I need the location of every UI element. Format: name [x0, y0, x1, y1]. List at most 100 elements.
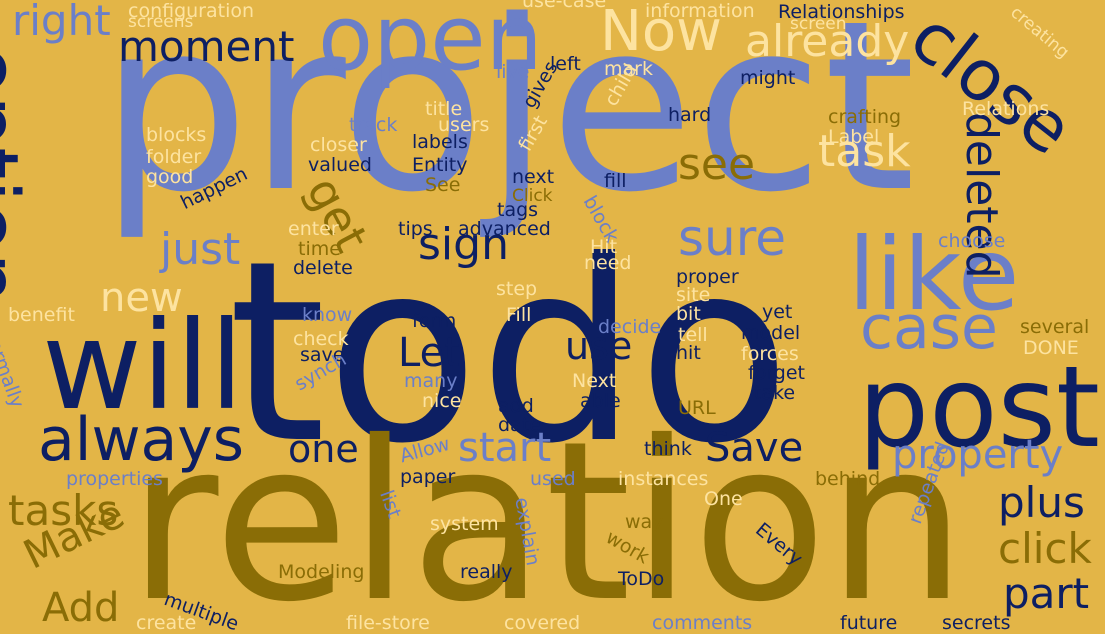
cloud-word: forget	[748, 362, 805, 384]
cloud-word: live	[496, 61, 530, 83]
cloud-word: bit	[676, 303, 701, 325]
cloud-word: file-store	[346, 612, 430, 634]
cloud-word: new	[100, 275, 183, 321]
cloud-word: date	[498, 414, 541, 436]
cloud-word: hard	[668, 104, 712, 126]
cloud-word: just	[160, 224, 241, 275]
cloud-word: good	[146, 166, 194, 188]
cloud-word: One	[704, 488, 743, 510]
cloud-word: relation	[128, 394, 967, 634]
cloud-word: screen	[790, 14, 847, 34]
cloud-word: screens	[128, 12, 194, 32]
cloud-word: covered	[504, 612, 581, 634]
cloud-word: tell	[678, 324, 708, 346]
cloud-word: Label	[828, 126, 880, 148]
cloud-word: normally	[0, 325, 29, 411]
cloud-word: delete	[293, 257, 353, 279]
cloud-word: next	[512, 166, 555, 188]
cloud-word: todo	[228, 207, 791, 498]
cloud-word: model	[741, 322, 801, 344]
cloud-word: Add	[42, 585, 120, 631]
cloud-word: URL	[678, 397, 716, 419]
cloud-word: DONE	[1023, 337, 1079, 359]
cloud-word: See	[425, 174, 461, 196]
cloud-word: Hit	[590, 236, 618, 258]
cloud-word: future	[840, 612, 898, 634]
cloud-word: site	[676, 284, 711, 306]
cloud-word: will	[42, 295, 244, 437]
cloud-word: blocks	[146, 124, 207, 146]
cloud-word: properties	[66, 468, 163, 490]
cloud-word: fill	[604, 170, 627, 192]
cloud-word: moment	[118, 22, 295, 71]
cloud-word: advanced	[458, 218, 551, 240]
cloud-word: option	[0, 45, 35, 305]
cloud-word: ToDo	[618, 568, 665, 590]
cloud-word: already	[745, 16, 910, 67]
cloud-word: task	[818, 126, 911, 177]
cloud-word: Fill	[506, 304, 532, 326]
cloud-word: check	[293, 328, 349, 350]
cloud-word: title	[425, 98, 463, 120]
cloud-word: choose	[938, 230, 1006, 252]
cloud-word: Relations	[962, 98, 1050, 120]
cloud-word: users	[438, 114, 490, 136]
cloud-word: secrets	[942, 612, 1011, 634]
cloud-word: always	[38, 405, 245, 475]
cloud-word: open	[318, 0, 543, 91]
cloud-word: nice	[422, 390, 462, 412]
cloud-word: able	[580, 390, 621, 412]
cloud-word: Modeling	[278, 561, 365, 583]
cloud-word: think	[644, 438, 692, 460]
cloud-word: Entity	[412, 154, 468, 176]
cloud-word: Click	[512, 186, 553, 206]
cloud-word: tasks	[8, 486, 119, 535]
cloud-word: crafting	[828, 106, 902, 128]
cloud-word: benefit	[8, 304, 75, 326]
cloud-word: click	[998, 524, 1092, 573]
cloud-word: know	[302, 304, 353, 326]
cloud-word: left	[550, 53, 581, 75]
cloud-word: really	[460, 561, 513, 583]
cloud-word: folder	[146, 146, 202, 168]
cloud-word: paper	[400, 466, 456, 488]
cloud-word: like	[848, 216, 1020, 333]
cloud-word: yet	[762, 301, 793, 323]
cloud-word: valued	[308, 154, 372, 176]
cloud-word: right	[12, 0, 111, 45]
cloud-word: behind	[815, 468, 881, 490]
cloud-word: create	[136, 612, 197, 634]
cloud-word: post	[858, 343, 1100, 473]
cloud-word: Relationships	[778, 1, 905, 23]
cloud-word: track	[349, 114, 398, 136]
cloud-word: tags	[497, 199, 539, 221]
cloud-word: use-case	[522, 0, 607, 12]
cloud-word: tips	[398, 218, 433, 240]
cloud-word: need	[584, 252, 632, 274]
cloud-word: used	[530, 468, 576, 490]
cloud-word: way	[625, 511, 664, 533]
cloud-word: comments	[652, 612, 753, 634]
cloud-word: plus	[998, 478, 1085, 527]
cloud-word: Save	[705, 425, 804, 471]
cloud-word: might	[740, 67, 796, 89]
cloud-word: many	[404, 370, 458, 392]
cloud-word: time	[298, 238, 341, 260]
cloud-word: add	[498, 395, 534, 417]
cloud-word: Next	[572, 370, 617, 392]
cloud-word: enter	[288, 218, 339, 240]
cloud-word: deleted	[956, 112, 1007, 279]
cloud-word: labels	[412, 131, 468, 153]
cloud-word: hit	[676, 342, 701, 364]
cloud-word: system	[430, 513, 499, 535]
cloud-word: information	[645, 0, 755, 22]
cloud-word: use	[565, 324, 633, 368]
cloud-word: proper	[676, 266, 739, 288]
cloud-word: save	[300, 344, 345, 366]
cloud-word: Now	[600, 0, 722, 64]
cloud-word: sure	[678, 209, 786, 267]
cloud-word: part	[1003, 569, 1090, 618]
cloud-word: closer	[310, 134, 367, 156]
cloud-word: decide	[598, 316, 662, 338]
